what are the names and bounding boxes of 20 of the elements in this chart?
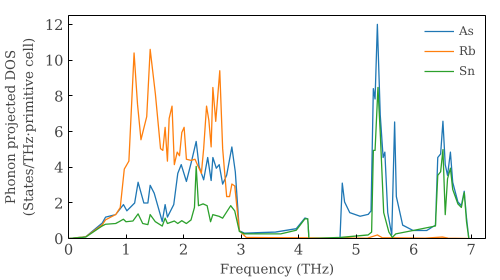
x-tick-label: 2 [178, 242, 188, 258]
x-tick-label: 6 [408, 242, 418, 258]
y-tick-label: 4 [54, 160, 64, 177]
x-tick-label: 5 [351, 242, 361, 258]
legend-label: Sn [459, 64, 476, 78]
y-tick-label: 12 [44, 16, 64, 34]
legend-label: Rb [459, 44, 477, 58]
y-tick-label: 8 [54, 88, 64, 106]
y-tick-label: 6 [54, 124, 64, 141]
y-tick-label: 10 [44, 52, 64, 70]
x-tick-label: 4 [294, 242, 304, 258]
x-axis-title: Frequency (THz) [220, 262, 334, 278]
x-tick-label: 3 [236, 242, 246, 258]
x-tick-label: 7 [466, 242, 476, 258]
y-tick-label: 2 [54, 195, 64, 212]
x-tick-label: 1 [121, 242, 131, 258]
legend-label: As [459, 24, 475, 38]
line-series [68, 86, 470, 238]
y-tick-label: 0 [54, 231, 64, 248]
y-axis-title: Phonon projected DOS (States/THz·primitive cell) [4, 38, 37, 216]
